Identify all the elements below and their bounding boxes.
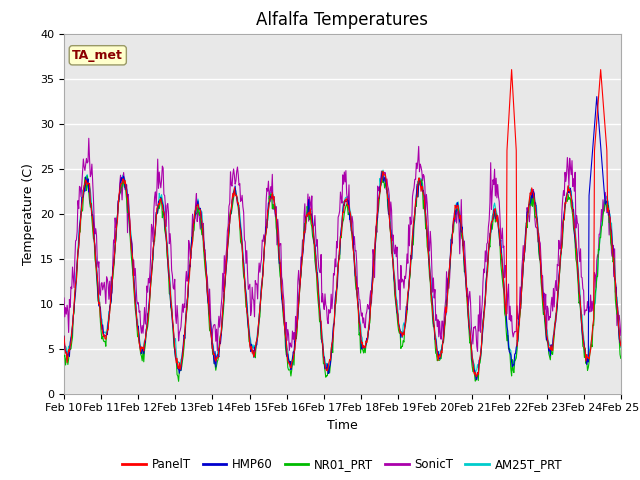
AM25T_PRT <box>127 234 135 240</box>
SonicT <box>128 241 136 247</box>
SonicT <box>60 295 68 301</box>
SonicT <box>185 238 193 243</box>
PanelT <box>617 343 625 349</box>
NR01_PRT <box>70 310 78 316</box>
NR01_PRT <box>60 354 68 360</box>
HMP60 <box>70 305 78 311</box>
Line: PanelT: PanelT <box>64 70 621 376</box>
Legend: PanelT, HMP60, NR01_PRT, SonicT, AM25T_PRT: PanelT, HMP60, NR01_PRT, SonicT, AM25T_P… <box>118 454 567 476</box>
PanelT <box>184 288 192 294</box>
PanelT <box>60 334 68 339</box>
HMP60 <box>60 333 68 339</box>
HMP60 <box>473 377 481 383</box>
NR01_PRT <box>378 168 386 174</box>
HMP60 <box>214 352 221 358</box>
AM25T_PRT <box>70 305 78 311</box>
AM25T_PRT <box>428 274 435 280</box>
NR01_PRT <box>617 356 625 361</box>
NR01_PRT <box>185 276 193 282</box>
PanelT <box>127 247 135 252</box>
HMP60 <box>410 217 418 223</box>
SonicT <box>70 285 78 290</box>
AM25T_PRT <box>472 372 479 378</box>
SonicT <box>85 135 93 141</box>
Text: TA_met: TA_met <box>72 49 124 62</box>
SonicT <box>428 241 435 247</box>
AM25T_PRT <box>380 167 387 173</box>
NR01_PRT <box>127 254 135 260</box>
NR01_PRT <box>175 378 182 384</box>
Line: AM25T_PRT: AM25T_PRT <box>64 170 621 375</box>
AM25T_PRT <box>214 353 221 359</box>
Y-axis label: Temperature (C): Temperature (C) <box>22 163 35 264</box>
NR01_PRT <box>412 200 419 205</box>
Line: HMP60: HMP60 <box>64 96 621 380</box>
AM25T_PRT <box>184 289 192 295</box>
SonicT <box>411 177 419 182</box>
PanelT <box>472 373 480 379</box>
PanelT <box>70 302 78 308</box>
Line: NR01_PRT: NR01_PRT <box>64 171 621 381</box>
HMP60 <box>184 294 192 300</box>
AM25T_PRT <box>617 345 625 350</box>
PanelT <box>214 355 221 361</box>
X-axis label: Time: Time <box>327 419 358 432</box>
SonicT <box>617 333 625 338</box>
Line: SonicT: SonicT <box>64 138 621 351</box>
AM25T_PRT <box>60 342 68 348</box>
HMP60 <box>127 239 135 244</box>
AM25T_PRT <box>411 208 419 214</box>
SonicT <box>214 326 222 332</box>
PanelT <box>508 67 515 72</box>
PanelT <box>426 276 434 282</box>
Title: Alfalfa Temperatures: Alfalfa Temperatures <box>257 11 428 29</box>
NR01_PRT <box>214 357 222 362</box>
HMP60 <box>426 275 434 280</box>
HMP60 <box>617 340 625 346</box>
HMP60 <box>593 94 600 99</box>
NR01_PRT <box>428 303 436 309</box>
PanelT <box>410 216 418 221</box>
SonicT <box>474 348 481 354</box>
